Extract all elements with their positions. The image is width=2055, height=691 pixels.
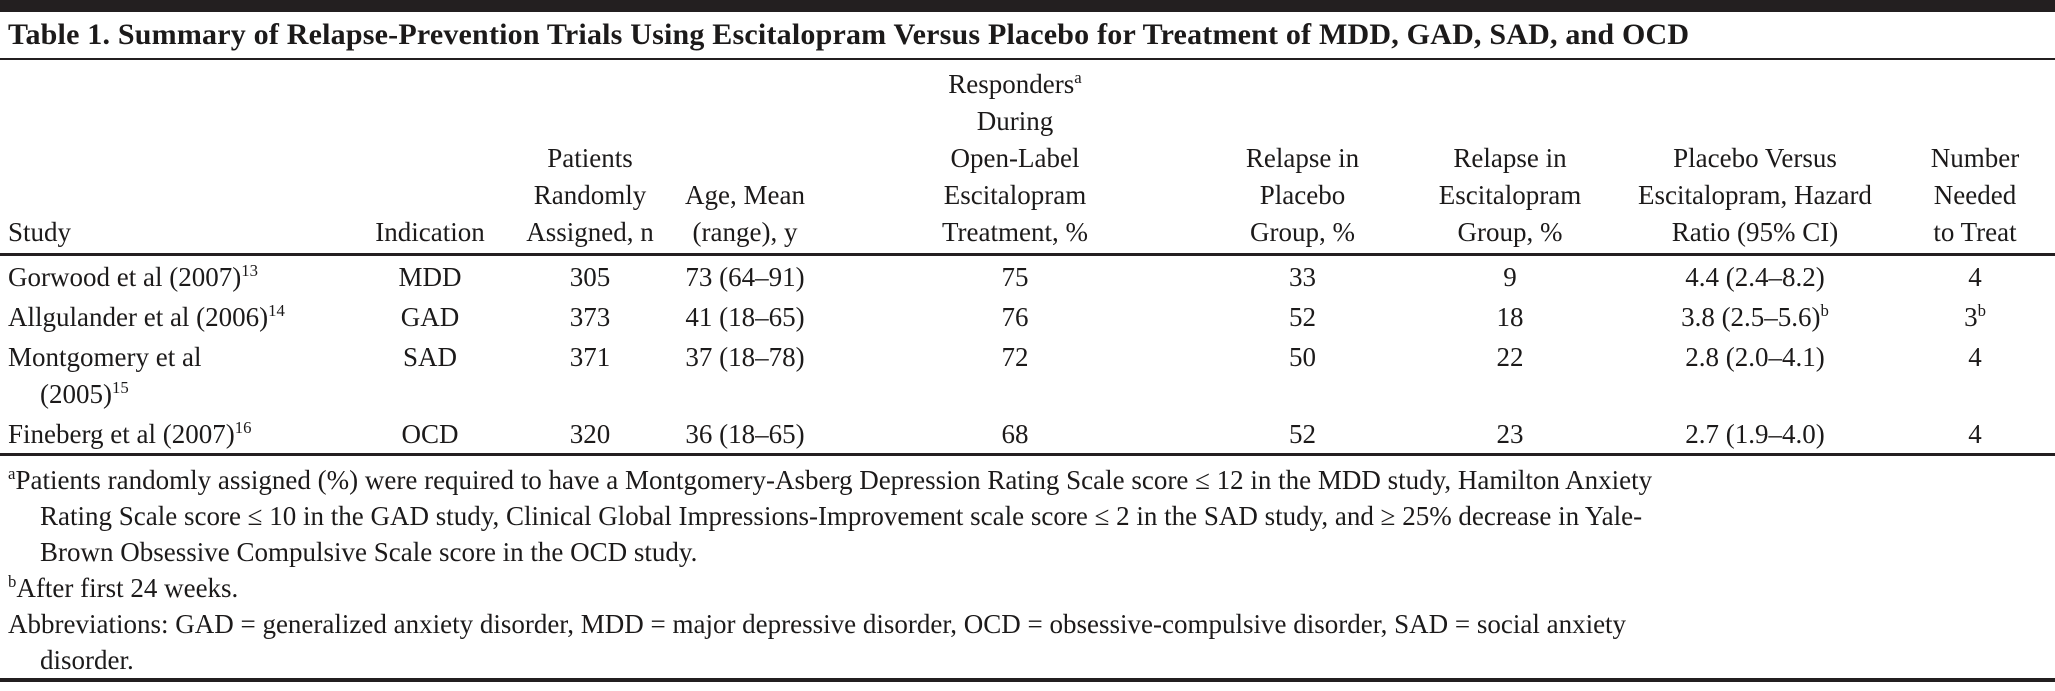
- cell-nnt: 4: [1968, 342, 1982, 372]
- citation-ref: 15: [111, 378, 129, 397]
- footnote-a: aPatients randomly assigned (%) were req…: [0, 462, 2043, 570]
- header-row: Study Indication Patients Randomly Assig…: [0, 60, 2055, 256]
- footnotes-block: aPatients randomly assigned (%) were req…: [0, 456, 2055, 678]
- cell-relapse-placebo: 50: [1289, 342, 1316, 372]
- footnote-ref: b: [1820, 301, 1829, 320]
- cell-age: 37 (18–78): [685, 342, 805, 372]
- citation-ref: 16: [234, 418, 252, 437]
- table-top-border: [0, 0, 2055, 12]
- cell-indication: OCD: [340, 413, 520, 456]
- footnote-text: After first 24 weeks.: [16, 573, 239, 603]
- col-header-relapse-placebo: Relapse in Placebo Group, %: [1200, 60, 1405, 256]
- cell-patients-n: 373: [569, 302, 611, 332]
- cell-study: Montgomery et al (2005)15: [8, 342, 202, 409]
- footnote-ref: b: [1977, 301, 1986, 320]
- footnote-marker: a: [8, 464, 16, 483]
- footnote-text: Patients randomly assigned (%) were requ…: [15, 465, 1653, 567]
- cell-indication: GAD: [400, 302, 460, 332]
- footnote-abbreviations: Abbreviations: GAD = generalized anxiety…: [0, 606, 2043, 678]
- cell-age: 36 (18–65): [660, 413, 830, 456]
- footnote-text: Abbreviations: GAD = generalized anxiety…: [8, 609, 1627, 675]
- citation-ref: 13: [241, 261, 258, 280]
- cell-hazard-ratio: 2.7 (1.9–4.0): [1615, 413, 1895, 456]
- table-title: Table 1. Summary of Relapse-Prevention T…: [8, 18, 1690, 51]
- cell-study: Fineberg et al (2007)16: [0, 413, 340, 456]
- summary-table: Study Indication Patients Randomly Assig…: [0, 60, 2055, 456]
- citation-ref: 14: [268, 301, 285, 320]
- cell-hazard-ratio: 4.4 (2.4–8.2): [1685, 262, 1825, 292]
- col-header-number-needed-to-treat: Number Needed to Treat: [1895, 60, 2055, 256]
- cell-patients-n: 305: [569, 262, 611, 292]
- cell-relapse-escitalopram: 23: [1405, 413, 1615, 456]
- cell-hazard-ratio: 3.8 (2.5–5.6)b: [1681, 301, 1829, 332]
- cell-nnt: 4: [1968, 262, 1982, 292]
- cell-relapse-escitalopram: 18: [1496, 302, 1524, 332]
- cell-age: 73 (64–91): [685, 262, 805, 292]
- table-bottom-border: [0, 678, 2055, 682]
- cell-patients-n: 371: [569, 342, 611, 372]
- cell-indication: MDD: [398, 262, 462, 292]
- cell-responders: 68: [830, 413, 1200, 456]
- col-header-hazard-ratio: Placebo Versus Escitalopram, Hazard Rati…: [1615, 60, 1895, 256]
- cell-nnt: 4: [1895, 413, 2055, 456]
- col-header-responders: Respondersa During Open-Label Escitalopr…: [830, 60, 1200, 256]
- cell-relapse-escitalopram: 22: [1496, 342, 1524, 372]
- cell-indication: SAD: [402, 342, 457, 372]
- cell-study: Allgulander et al (2006)14: [8, 301, 285, 332]
- footnote-marker: b: [8, 572, 17, 591]
- cell-relapse-placebo: 33: [1289, 262, 1316, 292]
- col-header-age: Age, Mean (range), y: [660, 60, 830, 256]
- cell-responders: 76: [1001, 302, 1029, 332]
- table-row: Fineberg et al (2007)16 OCD 320 36 (18–6…: [0, 413, 2055, 456]
- cell-relapse-escitalopram: 9: [1503, 262, 1517, 292]
- table-row: Gorwood et al (2007)13 MDD 305 73 (64–91…: [0, 255, 2055, 297]
- cell-relapse-placebo: 52: [1200, 413, 1405, 456]
- cell-nnt: 3b: [1964, 301, 1986, 332]
- footnote-ref: a: [1074, 68, 1082, 87]
- col-header-study: Study: [0, 60, 340, 256]
- title-underline: [0, 58, 2055, 60]
- cell-relapse-placebo: 52: [1289, 302, 1316, 332]
- table-row: Allgulander et al (2006)14 GAD 373 41 (1…: [0, 296, 2055, 336]
- table-row: Montgomery et al (2005)15 SAD 371 37 (18…: [0, 336, 2055, 413]
- cell-responders: 75: [1001, 262, 1029, 292]
- cell-hazard-ratio: 2.8 (2.0–4.1): [1685, 342, 1825, 372]
- col-header-patients-randomly-assigned: Patients Randomly Assigned, n: [520, 60, 660, 256]
- col-header-relapse-escitalopram: Relapse in Escitalopram Group, %: [1405, 60, 1615, 256]
- cell-age: 41 (18–65): [685, 302, 805, 332]
- cell-responders: 72: [1001, 342, 1029, 372]
- cell-study: Gorwood et al (2007)13: [8, 261, 258, 292]
- col-header-indication: Indication: [340, 60, 520, 256]
- cell-patients-n: 320: [520, 413, 660, 456]
- footnote-b: bAfter first 24 weeks.: [0, 570, 2043, 606]
